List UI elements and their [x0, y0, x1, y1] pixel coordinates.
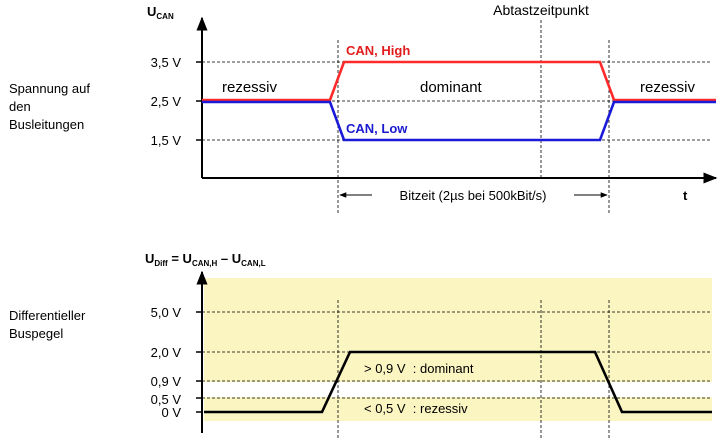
bus-voltage-side-label: Spannung auf den Busleitungen: [9, 81, 94, 132]
tick-label-2v0: 2,0 V: [151, 345, 182, 360]
recessive-range-label: < 0,5 V : rezessiv: [364, 401, 468, 416]
sample-point-label: Abtastzeitpunkt: [493, 2, 589, 18]
can-low-signal: [202, 100, 716, 142]
bus-voltage-panel: 3,5 V 2,5 V 1,5 V UCAN Abtastzeitpunkt r…: [9, 2, 718, 215]
diff-side-label: Differentieller Buspegel: [9, 308, 89, 341]
can-low-label: CAN, Low: [346, 121, 408, 136]
state-label-right: rezessiv: [640, 79, 696, 96]
tick-label-3v5: 3,5 V: [151, 55, 182, 70]
diff-signal: [204, 350, 712, 414]
recessive-range-band: [204, 397, 712, 421]
time-axis-label: t: [683, 188, 688, 203]
can-high-signal: [202, 60, 716, 102]
dominant-range-label: > 0,9 V : dominant: [364, 361, 474, 376]
tick-label-0v: 0 V: [161, 405, 181, 420]
bit-time-label: Bitzeit (2µs bei 500kBit/s): [400, 188, 547, 203]
can-high-label: CAN, High: [346, 43, 410, 58]
tick-label-0v5: 0,5 V: [151, 392, 182, 407]
tick-label-2v5: 2,5 V: [151, 94, 182, 109]
tick-label-1v5: 1,5 V: [151, 133, 182, 148]
differential-level-panel: 5,0 V 2,0 V 0,9 V 0,5 V 0 V > 0,9 V : do…: [9, 251, 712, 440]
tick-label-0v9: 0,9 V: [151, 374, 182, 389]
state-label-middle: dominant: [420, 79, 483, 96]
state-label-left: rezessiv: [222, 79, 278, 96]
diff-formula: UDiff = UCAN,H – UCAN,L: [145, 251, 266, 268]
dominant-range-band: [204, 278, 712, 382]
tick-label-5v0: 5,0 V: [151, 305, 182, 320]
bus-voltage-axis-title: UCAN: [147, 4, 174, 21]
